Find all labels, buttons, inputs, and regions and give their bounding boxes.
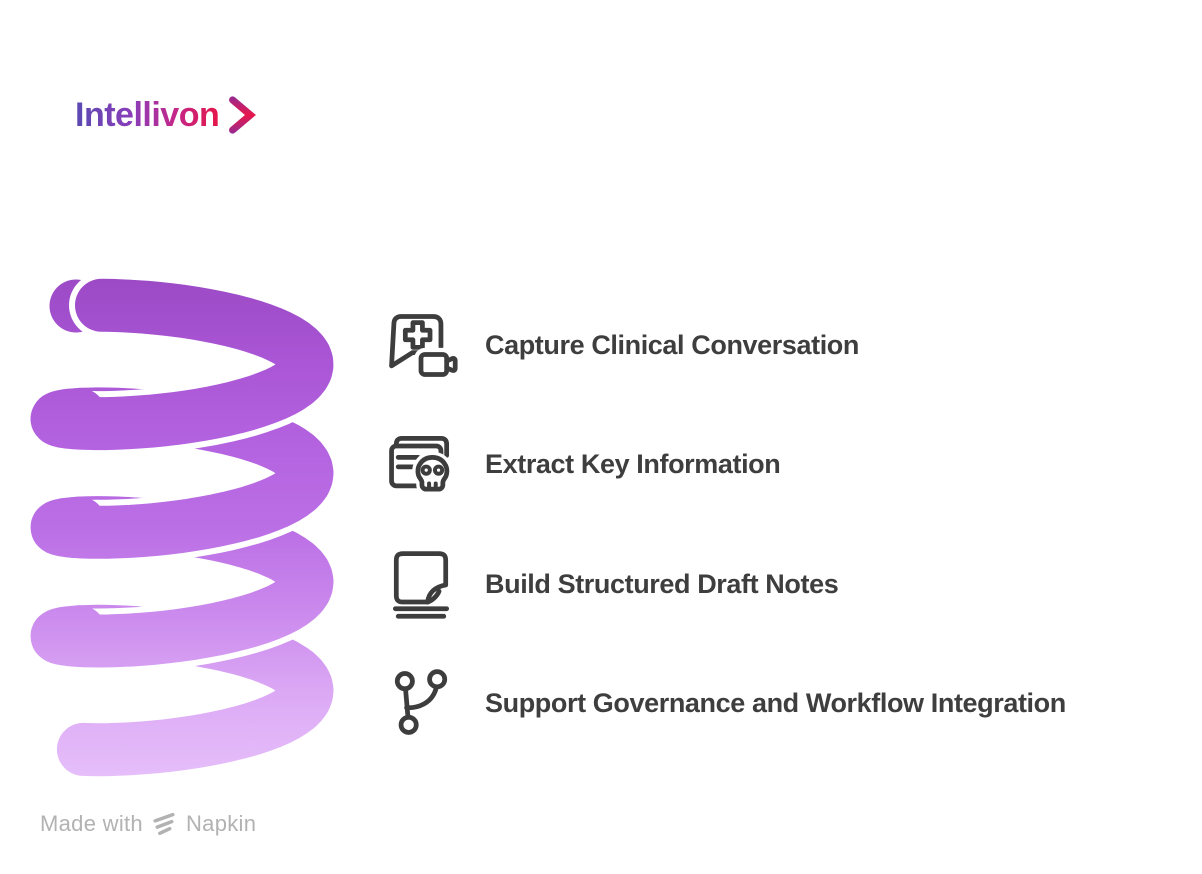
medical-chat-video-icon	[389, 314, 459, 382]
made-with-text: Made with	[40, 811, 143, 836]
feature-row: Support Governance and Workflow Integrat…	[383, 665, 1066, 741]
feature-label: Capture Clinical Conversation	[485, 329, 859, 360]
feature-label: Support Governance and Workflow Integrat…	[485, 687, 1066, 718]
feature-label: Build Structured Draft Notes	[485, 568, 839, 599]
brand-name: Intellivon	[75, 95, 220, 134]
feature-row: Build Structured Draft Notes	[383, 546, 839, 622]
git-branch-icon	[394, 669, 448, 735]
feature-label: Extract Key Information	[485, 448, 781, 479]
napkin-brand-text: Napkin	[185, 811, 257, 836]
feature-row: Extract Key Information	[383, 426, 781, 502]
brand-logo: Intellivon	[75, 94, 258, 136]
chevron-right-icon	[229, 96, 257, 134]
folded-note-icon	[392, 551, 450, 619]
napkin-logo-icon	[153, 812, 175, 835]
made-with-napkin-footer: Made with Napkin	[40, 806, 256, 842]
feature-row: Capture Clinical Conversation	[383, 307, 859, 383]
coil-strand-1	[30, 278, 334, 451]
cards-skull-icon	[389, 435, 453, 495]
